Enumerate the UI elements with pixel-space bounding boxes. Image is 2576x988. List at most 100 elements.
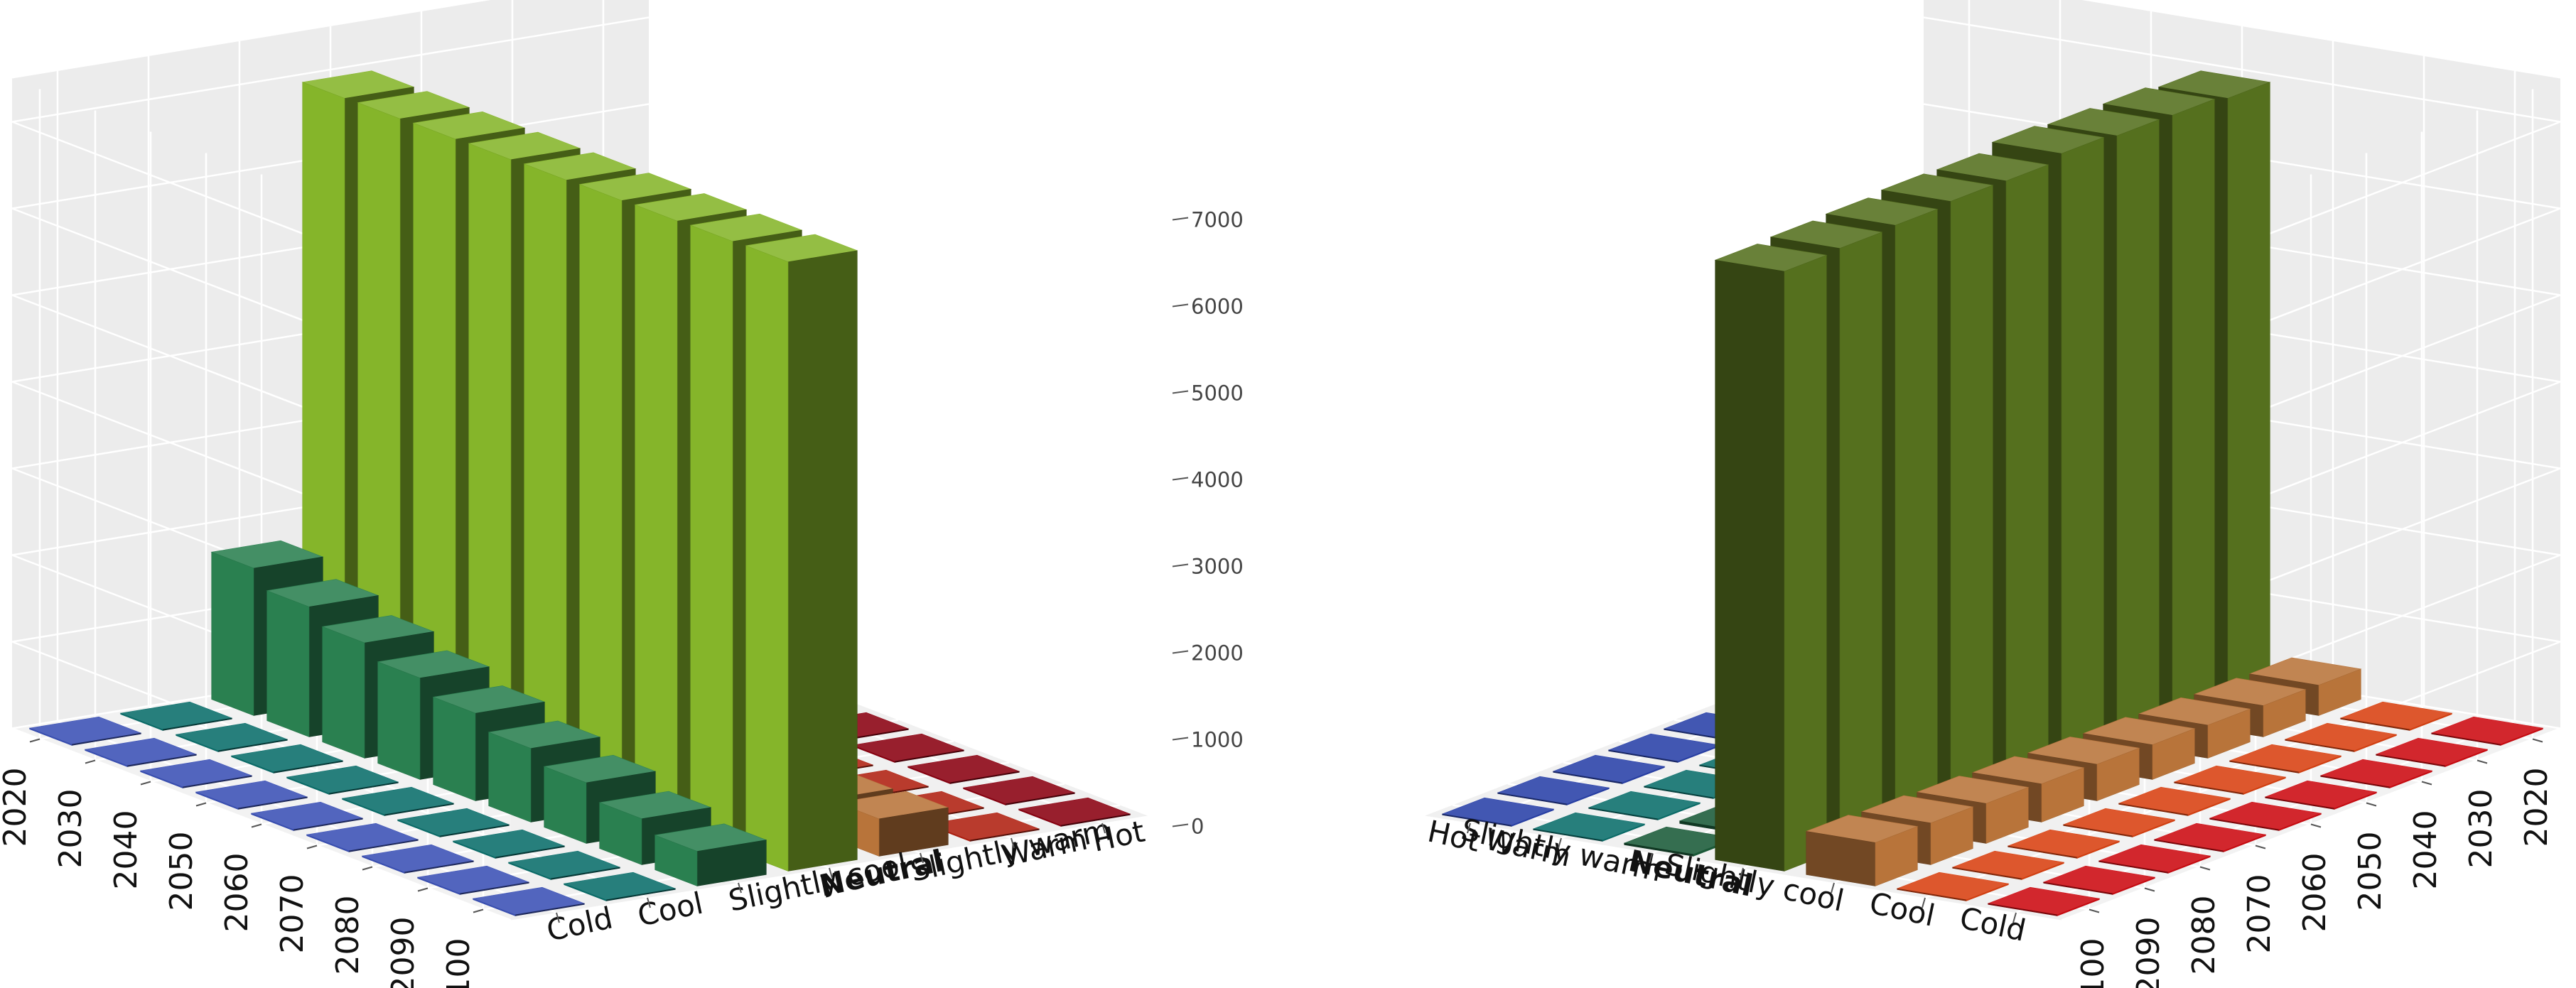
z-tick-mark [1172,823,1189,827]
year-tick-label: 2060 [2297,853,2333,933]
bar-face [1566,787,1610,805]
bar-cool-2080 [2007,829,2120,859]
bar-cool-2040 [2229,744,2342,773]
bar-face [2298,755,2341,773]
year-tick-mark [2366,802,2377,807]
year-tick-mark [2255,845,2266,849]
bar-cool-2070 [397,808,510,837]
right-3d-bar-chart: 202020302040205020602070208020902100Cold… [1425,0,2561,988]
bar-cool-2020 [119,701,233,731]
z-tick-label: 4000 [1191,468,1244,492]
category-tick-mark [1831,882,1835,894]
bar-cold-2050 [195,780,308,810]
bar-face [2167,855,2211,874]
bar-face [544,766,587,844]
bar-face [2152,728,2195,780]
z-tick-mark [1172,390,1189,394]
year-tick-mark [29,738,41,743]
bar-slightly-cool-2100 [654,823,767,886]
bar-face [397,819,441,837]
bar-face [508,862,551,880]
bar-face [1622,766,1665,784]
z-tick-label: 6000 [1191,295,1244,319]
bars [1441,70,2544,916]
bar-hot-2070 [1607,733,1721,763]
bar-hot-2080 [907,754,1020,784]
year-tick-mark [2144,887,2155,892]
bar-cold-2090 [2042,865,2156,895]
category-tick-mark [1649,852,1653,864]
bar-cold-2060 [250,801,364,831]
year-tick-mark [140,781,151,786]
year-tick-label: 2040 [108,810,144,890]
bar-hot-2100 [1018,797,1131,827]
bar-hot-2080 [1552,754,1666,784]
bar-face [2172,99,2215,722]
bar-cool-2030 [175,722,289,752]
year-tick-label: 2050 [2352,832,2388,911]
category-tick-mark [1011,837,1015,849]
bar-warm-2090 [1588,791,1701,820]
category-tick-mark [556,912,560,923]
bar-cold-2030 [2375,737,2489,767]
year-tick-label: 2020 [2518,768,2555,847]
bar-cold-2040 [2319,759,2433,788]
year-tick-label: 2100 [441,938,477,988]
z-tick-mark [1172,303,1189,308]
bar-cold-2050 [2264,780,2378,810]
bar-face [2223,834,2266,852]
bar-cold-2030 [84,737,198,767]
bar-face [2354,734,2397,752]
bar-cold-2040 [139,759,253,788]
year-tick-label: 2090 [2130,917,2167,988]
bar-face [2116,119,2160,744]
year-tick-mark [2477,759,2488,764]
year-tick-label: 2070 [274,874,311,954]
bar-face [1875,826,1918,886]
year-tick-label: 2080 [330,896,366,975]
bar-cold-2100 [472,886,586,916]
bar-cold-2080 [361,844,475,874]
bar-face [1966,883,2009,901]
bar-face [2041,767,2084,823]
bar-face [787,250,858,872]
bar-face [362,855,405,874]
bar-face [85,749,128,767]
bar-face [2334,791,2377,810]
z-tick-label: 3000 [1191,555,1244,579]
bar-face [1950,185,1993,808]
z-tick-mark [1172,477,1189,481]
bar-face [140,770,183,788]
bar-face [2112,876,2155,895]
left-3d-bar-chart: 0 1000 2000 3000 4000 5000 6000 7000 2020 2030 204… [0,0,1244,988]
category-tick-mark [647,897,651,908]
year-tick-mark [2199,866,2211,871]
bar-cool-2060 [2118,786,2231,816]
bar-face [322,626,365,759]
bar-face [2207,708,2251,759]
bar-cool-2060 [341,786,455,816]
bar-cold-2090 [416,865,530,895]
bar-face [579,184,623,808]
category-tick-mark [1101,823,1106,834]
category-tick-mark [920,852,924,864]
bar-face [29,727,72,746]
bar-face [1657,802,1701,820]
year-tick-mark [473,908,484,913]
bar-cool-2090 [1951,850,2065,880]
z-tick-mark [1172,737,1189,741]
z-tick-mark [1172,563,1189,568]
bar-face [453,840,496,859]
bar-hot-2090 [962,776,1076,805]
bar-cold-2060 [2209,801,2322,831]
bar-face [176,734,219,752]
bar-face [564,883,607,901]
bar-face [2263,689,2306,737]
year-tick-mark [306,845,318,849]
bar-face [2057,898,2100,916]
year-tick-mark [2310,823,2322,828]
bar-face [2278,813,2322,831]
bar-hot-2090 [1497,776,1610,805]
bar-face [1511,808,1554,827]
category-tick-mark [1922,897,1926,908]
